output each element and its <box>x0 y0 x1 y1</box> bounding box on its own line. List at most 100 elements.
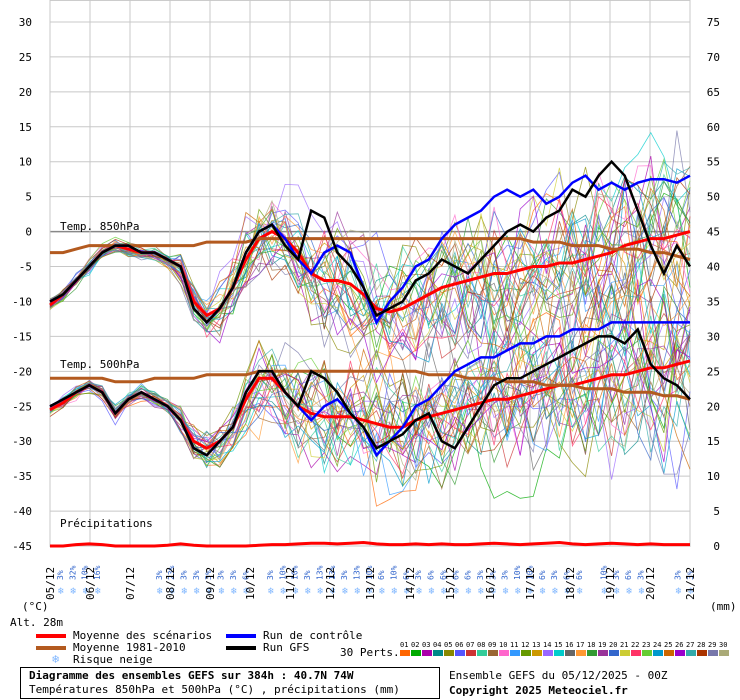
x-tick-label: 14/12 <box>404 567 417 600</box>
snow-risk-value: 13% <box>315 565 324 580</box>
x-tick-label: 16/12 <box>484 567 497 600</box>
pert-number: 13 <box>532 641 541 649</box>
series-gfs500 <box>49 327 691 457</box>
snow-risk-value: 6% <box>241 570 250 580</box>
pert-number-row: 01 02 03 04 05 06 07 08 09 10 11 12 13 14 15 16 17 18 19 20… <box>400 641 730 661</box>
x-tick-label: 11/12 <box>284 567 297 600</box>
snow-icon: ❄ <box>515 586 522 597</box>
x-tick-label: 07/12 <box>124 567 137 600</box>
snow-risk-value: 3% <box>637 570 646 580</box>
pert-swatch <box>477 650 487 656</box>
snow-risk-value: 3% <box>303 570 312 580</box>
pert-number: 08 <box>477 641 486 649</box>
snow-icon: ❄ <box>70 586 77 597</box>
snow-icon: ❄ <box>169 586 176 597</box>
snow-risk-value: 3% <box>192 570 201 580</box>
snow-icon: ❄ <box>688 586 695 597</box>
pert-number: 02 <box>411 641 420 649</box>
right-tick-label: 40 <box>707 261 720 274</box>
snow-risk-value: 10% <box>525 565 534 580</box>
pert-number: 12 <box>521 641 530 649</box>
legend-snow-label: Risque neige <box>73 653 153 666</box>
pert-swatch <box>719 650 729 656</box>
snow-icon: ❄ <box>602 586 609 597</box>
pert-swatch <box>587 650 597 656</box>
ensemble-member-line <box>49 176 691 332</box>
pert-number: 09 <box>488 641 497 649</box>
snow-icon: ❄ <box>243 586 250 597</box>
pert-swatch <box>488 650 498 656</box>
snow-risk-row: 3%❄32%❄10%❄16%❄3%❄23%❄3%❄3%❄3%❄3%❄3%❄6%❄… <box>56 565 695 597</box>
pert-swatch <box>565 650 575 656</box>
pert-swatch <box>686 650 696 656</box>
pert-number: 05 <box>444 641 453 649</box>
x-tick-label: 08/12 <box>164 567 177 600</box>
pert-number: 18 <box>587 641 596 649</box>
pert-number: 22 <box>631 641 640 649</box>
snow-icon: ❄ <box>354 586 361 597</box>
right-tick-label: 55 <box>707 156 720 169</box>
snow-icon: ❄ <box>676 586 683 597</box>
pert-number: 17 <box>576 641 585 649</box>
pert-swatch <box>576 650 586 656</box>
snow-risk-value: 32% <box>68 565 77 580</box>
ensemble-member-line <box>49 130 691 360</box>
snow-icon: ❄ <box>379 586 386 597</box>
snow-icon: ❄ <box>614 586 621 597</box>
left-axis-unit: (°C) <box>22 600 49 613</box>
snow-risk-value: 3% <box>674 570 683 580</box>
pert-number: 03 <box>422 641 431 649</box>
footer-copyright: Copyright 2025 Meteociel.fr <box>449 684 628 697</box>
right-tick-label: 25 <box>707 365 720 378</box>
snow-icon: ❄ <box>206 586 213 597</box>
legend-ctrl-label: Run de contrôle <box>263 629 363 642</box>
snow-icon: ❄ <box>540 586 547 597</box>
series-clim500 <box>50 369 691 401</box>
left-tick-label: 20 <box>19 86 32 99</box>
snow-icon: ❄ <box>577 586 584 597</box>
footer-title-box: Diagramme des ensembles GEFS sur 384h : … <box>20 667 440 699</box>
x-tick-label: 15/12 <box>444 567 457 600</box>
snow-risk-value: 6% <box>451 570 460 580</box>
main-series <box>49 159 692 458</box>
snow-icon: ❄ <box>367 586 374 597</box>
series-precip-mean <box>50 540 690 548</box>
pert-number: 01 <box>400 641 409 649</box>
pert-swatch <box>653 650 663 656</box>
right-tick-label: 35 <box>707 295 720 308</box>
snow-risk-value: 10% <box>81 565 90 580</box>
pert-swatch <box>444 650 454 656</box>
snow-icon: ❄ <box>182 586 189 597</box>
x-tick-label: 20/12 <box>644 567 657 600</box>
snow-icon: ❄ <box>466 586 473 597</box>
pert-number: 19 <box>598 641 607 649</box>
pert-number: 24 <box>653 641 662 649</box>
snow-icon: ❄ <box>490 586 497 597</box>
snow-risk-value: 10% <box>600 565 609 580</box>
snow-risk-value: 6% <box>575 570 584 580</box>
legend-clim-swatch <box>36 646 66 650</box>
snow-risk-value: 3% <box>501 570 510 580</box>
pert-swatch <box>708 650 718 656</box>
right-tick-label: 70 <box>707 51 720 64</box>
pert-number: 10 <box>499 641 508 649</box>
snow-icon: ❄ <box>95 586 102 597</box>
x-tick-label: 21/12 <box>684 567 697 600</box>
snow-icon: ❄ <box>194 586 201 597</box>
ensemble-member-line <box>49 300 691 475</box>
snow-risk-value: 6% <box>464 570 473 580</box>
snow-icon: ❄ <box>404 586 411 597</box>
ensemble-member-line <box>49 320 691 480</box>
left-tick-label: 10 <box>19 156 32 169</box>
pert-number: 28 <box>697 641 706 649</box>
snow-risk-value: 3% <box>229 570 238 580</box>
legend-gfs-swatch <box>226 646 256 650</box>
snow-risk-value: 3% <box>340 570 349 580</box>
pert-number: 29 <box>708 641 717 649</box>
pert-swatch <box>543 650 553 656</box>
left-tick-label: -40 <box>12 505 32 518</box>
snow-icon: ❄ <box>564 586 571 597</box>
left-tick-label: -5 <box>19 261 32 274</box>
pert-number: 30 <box>719 641 728 649</box>
